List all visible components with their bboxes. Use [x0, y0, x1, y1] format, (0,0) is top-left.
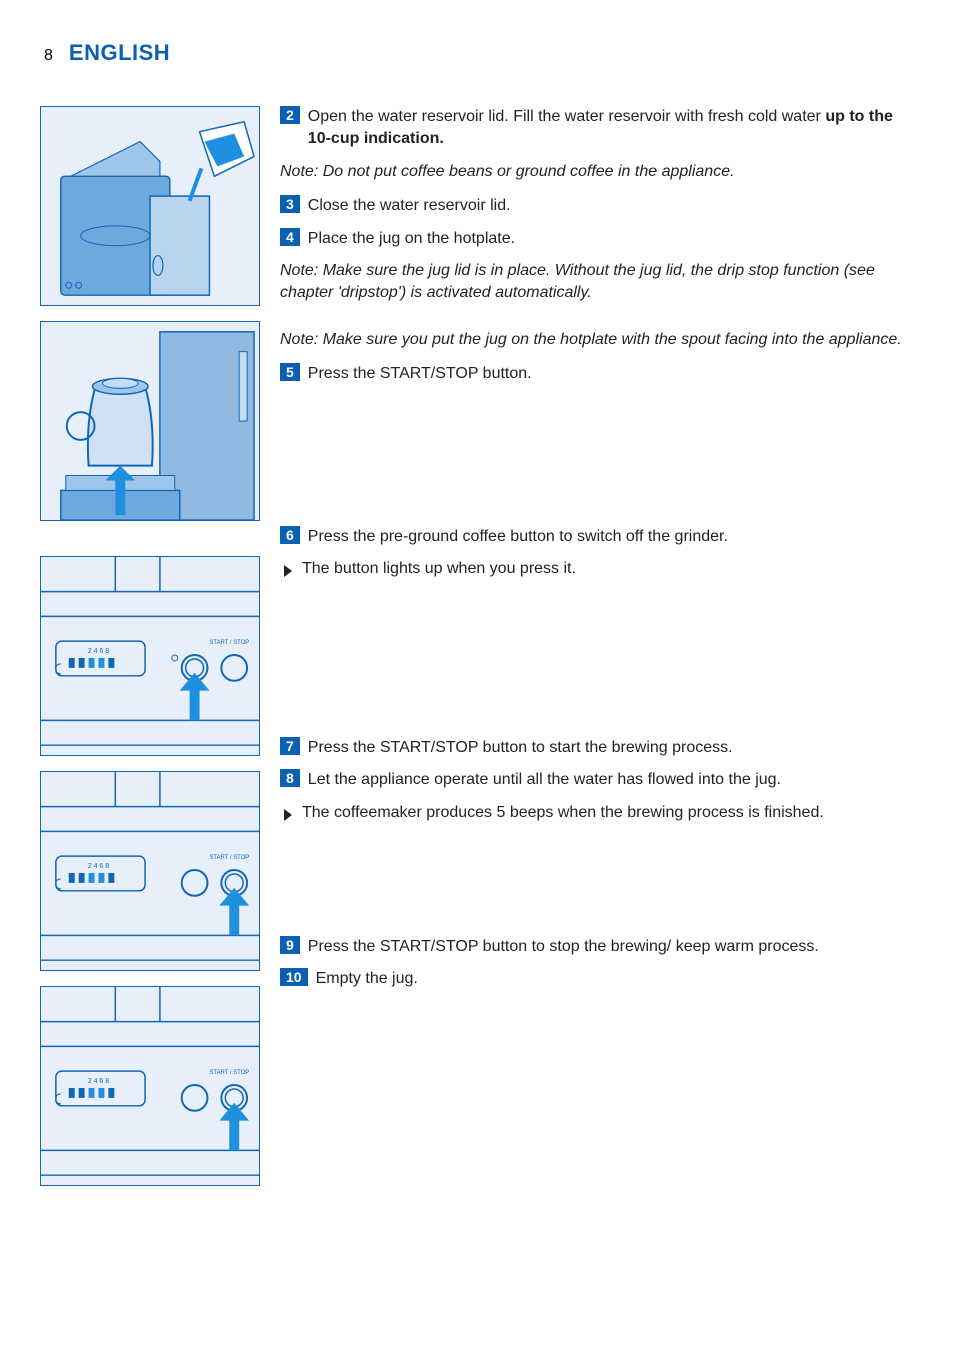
- spacer: [280, 836, 904, 936]
- step-number: 2: [280, 106, 300, 124]
- step-number: 8: [280, 769, 300, 787]
- figure-preground-button: 2 4 6 8 START / STOP: [40, 556, 260, 756]
- page-number: 8: [44, 47, 53, 65]
- step-3: 3 Close the water reservoir lid.: [280, 195, 904, 217]
- step-text: Press the START/STOP button to start the…: [308, 737, 733, 759]
- note-3: Note: Make sure you put the jug on the h…: [280, 329, 904, 351]
- text-column: 2 Open the water reservoir lid. Fill the…: [280, 106, 904, 1201]
- figure-stop-button: 2 4 6 8 START / STOP: [40, 986, 260, 1186]
- bullet-icon: [284, 564, 292, 582]
- figure-fill-water: [40, 106, 260, 306]
- bullet-text: The button lights up when you press it.: [302, 558, 576, 580]
- step-10: 10 Empty the jug.: [280, 968, 904, 990]
- step-number: 7: [280, 737, 300, 755]
- svg-text:START / STOP: START / STOP: [209, 855, 249, 861]
- page-header: 8 ENGLISH: [40, 40, 904, 66]
- step-number: 4: [280, 228, 300, 246]
- step-text: Press the START/STOP button.: [308, 363, 532, 385]
- bullet-text: The coffeemaker produces 5 beeps when th…: [302, 802, 824, 824]
- panel-preground-illustration: 2 4 6 8 START / STOP: [41, 556, 259, 756]
- note-2: Note: Make sure the jug lid is in place.…: [280, 260, 904, 305]
- svg-text:2 4 6 8: 2 4 6 8: [88, 648, 109, 655]
- figure-column: 2 4 6 8 START / STOP: [40, 106, 260, 1201]
- figure-place-jug: [40, 321, 260, 521]
- step-number: 5: [280, 363, 300, 381]
- step-text: Close the water reservoir lid.: [308, 195, 511, 217]
- step-number: 3: [280, 195, 300, 213]
- svg-text:2 4 6 8: 2 4 6 8: [88, 1078, 109, 1085]
- bullet-6: The button lights up when you press it.: [280, 558, 904, 582]
- step-number: 6: [280, 526, 300, 544]
- step-7: 7 Press the START/STOP button to start t…: [280, 737, 904, 759]
- step-text: Place the jug on the hotplate.: [308, 228, 515, 250]
- spacer: [280, 317, 904, 329]
- svg-text:2 4 6 8: 2 4 6 8: [88, 863, 109, 870]
- page: 8 ENGLISH: [0, 0, 954, 1241]
- figure-start-button: 2 4 6 8 START / STOP: [40, 771, 260, 971]
- spacer: [40, 536, 260, 556]
- content-columns: 2 4 6 8 START / STOP: [40, 106, 904, 1201]
- step-4: 4 Place the jug on the hotplate.: [280, 228, 904, 250]
- step-text: Let the appliance operate until all the …: [308, 769, 781, 791]
- step-8: 8 Let the appliance operate until all th…: [280, 769, 904, 791]
- bullet-icon: [284, 808, 292, 826]
- spacer: [280, 592, 904, 737]
- svg-text:START / STOP: START / STOP: [209, 640, 249, 646]
- step-text: Press the pre-ground coffee button to sw…: [308, 526, 728, 548]
- fill-water-illustration: [41, 106, 259, 306]
- step-text: Empty the jug.: [316, 968, 418, 990]
- step-6: 6 Press the pre-ground coffee button to …: [280, 526, 904, 548]
- spacer: [280, 396, 904, 526]
- step-2: 2 Open the water reservoir lid. Fill the…: [280, 106, 904, 151]
- language-title: ENGLISH: [69, 40, 170, 66]
- panel-stop-illustration: 2 4 6 8 START / STOP: [41, 986, 259, 1186]
- step-number: 9: [280, 936, 300, 954]
- step-5: 5 Press the START/STOP button.: [280, 363, 904, 385]
- step-number: 10: [280, 968, 308, 986]
- note-1: Note: Do not put coffee beans or ground …: [280, 161, 904, 183]
- panel-start-illustration: 2 4 6 8 START / STOP: [41, 771, 259, 971]
- svg-text:START / STOP: START / STOP: [209, 1070, 249, 1076]
- bullet-8: The coffeemaker produces 5 beeps when th…: [280, 802, 904, 826]
- step-9: 9 Press the START/STOP button to stop th…: [280, 936, 904, 958]
- step-text: Open the water reservoir lid. Fill the w…: [308, 106, 904, 151]
- step-text: Press the START/STOP button to stop the …: [308, 936, 819, 958]
- place-jug-illustration: [41, 321, 259, 521]
